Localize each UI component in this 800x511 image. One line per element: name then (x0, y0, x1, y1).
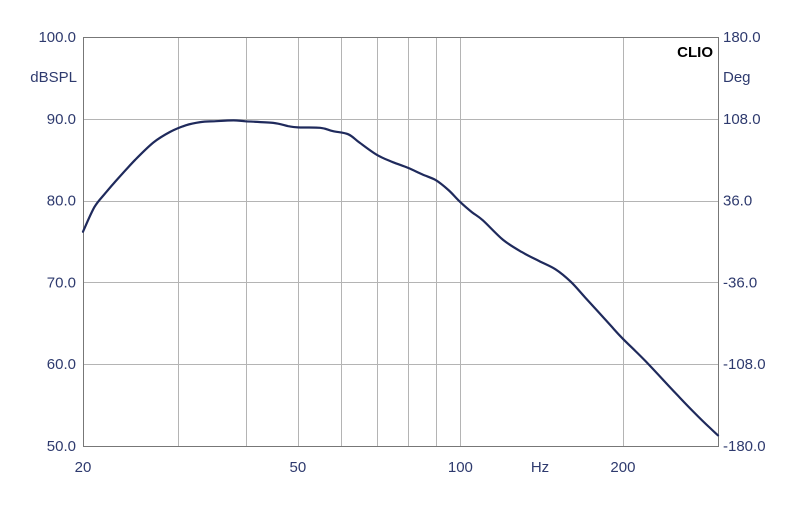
x-axis-label: Hz (531, 459, 549, 476)
y2-tick-label-36: 36.0 (723, 193, 752, 210)
y2-tick-label-180: 180.0 (723, 29, 761, 46)
y2-tick-label-neg108: -108.0 (723, 356, 766, 373)
spl-response-curve (81, 119, 720, 437)
grid-layer (83, 37, 718, 446)
label-layer: 100.0 90.0 80.0 70.0 60.0 50.0 180.0 108.0 36.0 -… (38, 29, 765, 476)
x-tick-label-50: 50 (290, 459, 307, 476)
y2-tick-label-neg180: -180.0 (723, 438, 766, 455)
plot-frame (83, 37, 719, 447)
y-tick-label-70: 70.0 (47, 274, 76, 291)
y-tick-label-60: 60.0 (47, 356, 76, 373)
y2-axis-label: Deg (723, 69, 751, 86)
y-tick-label-80: 80.0 (47, 193, 76, 210)
y-tick-label-100: 100.0 (38, 29, 76, 46)
y-axis-label: dBSPL (30, 69, 77, 86)
y-tick-label-90: 90.0 (47, 111, 76, 128)
x-tick-label-20: 20 (75, 459, 92, 476)
x-tick-label-200: 200 (610, 459, 635, 476)
y2-tick-label-neg36: -36.0 (723, 274, 757, 291)
x-tick-label-100: 100 (448, 459, 473, 476)
clio-brand-label: CLIO (677, 44, 713, 61)
curve-layer (81, 119, 720, 437)
y-tick-label-50: 50.0 (47, 438, 76, 455)
y2-tick-label-108: 108.0 (723, 111, 761, 128)
